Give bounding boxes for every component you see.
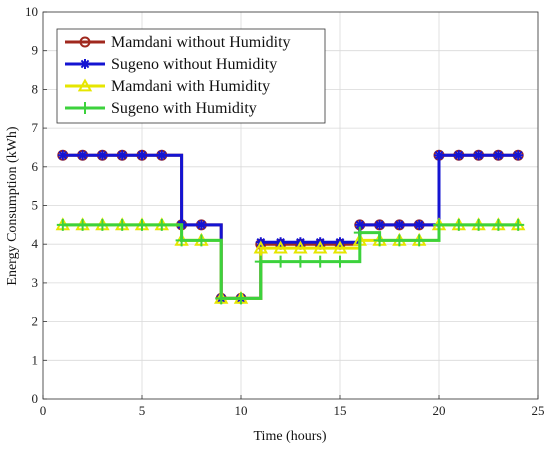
legend-label: Mamdani without Humidity: [111, 34, 291, 51]
x-tick-label: 25: [532, 403, 545, 418]
data-point: [293, 240, 308, 254]
legend-label: Sugeno without Humidity: [111, 56, 277, 73]
x-axis-label: Time (hours): [254, 429, 327, 444]
y-tick-label: 3: [32, 275, 39, 290]
data-point: [136, 218, 148, 231]
series-4: [56, 218, 525, 305]
data-point: [273, 240, 288, 254]
data-point: [413, 234, 426, 247]
data-point: [195, 234, 208, 247]
data-point: [96, 218, 109, 231]
y-tick-label: 6: [32, 159, 39, 174]
y-tick-label: 8: [32, 81, 39, 96]
data-point: [493, 150, 504, 161]
y-tick-label: 0: [32, 391, 39, 406]
data-point: [414, 219, 425, 230]
y-axis-label: Energy Consumption (kWh): [5, 126, 20, 286]
data-point: [215, 292, 228, 305]
data-point: [156, 150, 167, 161]
legend-label: Mamdani with Humidity: [111, 78, 270, 95]
legend-marker: [80, 59, 90, 69]
data-point: [473, 150, 484, 161]
data-point: [274, 255, 287, 268]
y-tick-label: 1: [32, 352, 39, 367]
x-tick-label: 15: [334, 403, 347, 418]
data-point: [354, 219, 365, 230]
y-tick-label: 5: [32, 198, 39, 213]
data-point: [137, 150, 147, 161]
data-point: [57, 150, 68, 161]
data-point: [56, 218, 69, 231]
y-tick-label: 4: [32, 236, 39, 251]
data-point: [453, 150, 464, 161]
data-point: [452, 218, 465, 231]
legend-entry: Mamdani without Humidity: [65, 34, 291, 51]
legend-marker: [77, 78, 93, 92]
data-point: [76, 218, 89, 231]
data-point: [334, 255, 346, 268]
legend-entry: Sugeno without Humidity: [65, 56, 277, 73]
legend-entry: Mamdani with Humidity: [65, 78, 270, 95]
x-tick-label: 5: [139, 403, 146, 418]
axis-ticks: 0 5 10 15 20 25 0 1 2 3 4 5 6 7 8 9 10: [25, 4, 545, 418]
y-tick-label: 2: [32, 314, 39, 329]
data-point: [353, 226, 366, 239]
data-point: [373, 234, 386, 247]
data-point: [472, 218, 485, 231]
data-point: [97, 150, 108, 161]
legend-label: Sugeno with Humidity: [111, 100, 257, 117]
data-point: [492, 218, 505, 231]
data-point: [313, 240, 328, 254]
x-tick-label: 20: [433, 403, 446, 418]
y-tick-label: 7: [32, 120, 39, 135]
data-point: [394, 219, 405, 230]
series-layer: [55, 149, 526, 305]
legend-marker: [79, 102, 91, 114]
data-point: [294, 255, 307, 268]
data-point: [393, 234, 406, 247]
data-point: [254, 255, 267, 268]
data-point: [314, 255, 327, 268]
data-point: [433, 218, 445, 231]
y-tick-label: 9: [32, 43, 39, 58]
data-point: [175, 234, 188, 247]
data-point: [434, 150, 444, 161]
data-point: [513, 150, 524, 161]
data-point: [512, 218, 525, 231]
data-point: [196, 219, 207, 230]
legend-marker: [79, 36, 91, 48]
x-tick-label: 0: [40, 403, 47, 418]
data-point: [374, 219, 385, 230]
data-point: [332, 240, 348, 254]
data-point: [253, 240, 268, 254]
legend: Mamdani without Humidity Sugeno without H…: [56, 28, 326, 124]
data-point: [116, 218, 129, 231]
legend-entry: Sugeno with Humidity: [65, 100, 257, 117]
data-point: [77, 150, 88, 161]
data-point: [155, 218, 168, 231]
data-point: [235, 292, 247, 305]
y-tick-label: 10: [25, 4, 38, 19]
x-tick-label: 10: [235, 403, 248, 418]
data-point: [117, 150, 128, 161]
